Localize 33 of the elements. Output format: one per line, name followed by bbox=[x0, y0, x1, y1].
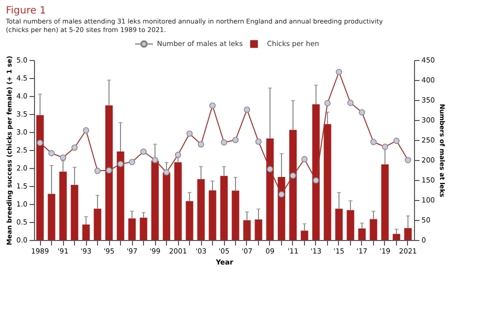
bar bbox=[94, 208, 102, 240]
bar bbox=[59, 172, 67, 240]
bar bbox=[324, 124, 332, 240]
bar bbox=[140, 218, 148, 240]
bar bbox=[116, 151, 124, 240]
bar bbox=[404, 228, 412, 240]
bar bbox=[254, 219, 262, 240]
bar bbox=[174, 162, 182, 240]
bar bbox=[381, 164, 389, 240]
bar bbox=[312, 104, 320, 240]
bar bbox=[82, 224, 90, 240]
bar bbox=[370, 219, 378, 240]
bar bbox=[300, 230, 308, 240]
bar bbox=[335, 208, 343, 240]
bar bbox=[162, 172, 170, 240]
bar bbox=[128, 218, 136, 240]
bar bbox=[197, 179, 205, 240]
bar bbox=[70, 184, 78, 240]
bar bbox=[208, 190, 216, 240]
bar bbox=[232, 190, 240, 240]
chart-title: Figure 1 bbox=[6, 5, 46, 16]
bar bbox=[266, 138, 274, 240]
bar bbox=[243, 220, 251, 240]
bar bbox=[36, 115, 44, 240]
bar bbox=[392, 234, 400, 240]
bar bbox=[220, 176, 228, 240]
bar bbox=[289, 130, 297, 240]
bar bbox=[105, 105, 113, 240]
bar bbox=[48, 194, 56, 240]
bar bbox=[346, 210, 354, 240]
bar bbox=[186, 201, 194, 240]
bar bbox=[151, 160, 159, 240]
bar bbox=[358, 228, 366, 240]
